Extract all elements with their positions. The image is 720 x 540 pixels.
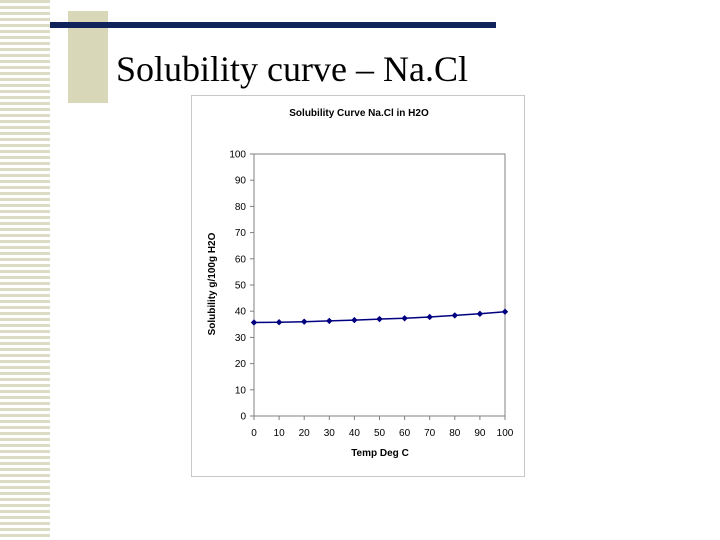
x-tick-label: 70 bbox=[424, 428, 436, 439]
x-tick-label: 60 bbox=[399, 428, 411, 439]
plot-area bbox=[253, 153, 506, 417]
x-tick-label: 100 bbox=[497, 428, 514, 439]
y-tick-label: 80 bbox=[235, 202, 247, 213]
y-tick-label: 0 bbox=[240, 412, 246, 423]
x-tick-label: 90 bbox=[474, 428, 486, 439]
data-point bbox=[351, 316, 358, 324]
decorative-stripes bbox=[0, 0, 50, 540]
x-tick-label: 10 bbox=[274, 428, 286, 439]
x-tick-label: 80 bbox=[449, 428, 461, 439]
y-tick-label: 30 bbox=[235, 333, 247, 344]
data-point bbox=[426, 313, 433, 321]
data-point bbox=[501, 308, 509, 315]
y-tick-label: 20 bbox=[235, 359, 247, 370]
data-point bbox=[376, 315, 383, 323]
solubility-chart: Solubility Curve Na.Cl in H2O Temp Deg C… bbox=[207, 108, 514, 459]
y-tick-label: 40 bbox=[235, 307, 247, 318]
slide-title: Solubility curve – Na.Cl bbox=[116, 49, 468, 89]
chart-title: Solubility Curve Na.Cl in H2O bbox=[289, 108, 429, 119]
data-point bbox=[476, 310, 484, 318]
x-tick-label: 50 bbox=[374, 428, 386, 439]
x-tick-label: 0 bbox=[251, 428, 257, 439]
x-tick-label: 20 bbox=[299, 428, 311, 439]
x-axis-label: Temp Deg C bbox=[351, 448, 409, 459]
x-tick-label: 40 bbox=[349, 428, 361, 439]
x-tick-label: 30 bbox=[324, 428, 336, 439]
data-point bbox=[250, 319, 258, 326]
data-point bbox=[451, 312, 458, 319]
y-tick-label: 10 bbox=[235, 385, 247, 396]
data-point bbox=[275, 319, 283, 326]
chart-frame: Solubility Curve Na.Cl in H2O Temp Deg C… bbox=[191, 95, 525, 477]
y-tick-label: 60 bbox=[235, 254, 247, 265]
data-point bbox=[326, 317, 333, 325]
y-axis-label: Solubility g/100g H2O bbox=[207, 232, 218, 335]
data-point bbox=[301, 318, 308, 325]
y-tick-label: 70 bbox=[235, 228, 247, 239]
y-tick-label: 50 bbox=[235, 281, 247, 292]
title-bar bbox=[50, 22, 496, 28]
y-tick-label: 90 bbox=[235, 176, 247, 187]
y-tick-label: 100 bbox=[229, 150, 246, 161]
data-point bbox=[401, 315, 408, 322]
